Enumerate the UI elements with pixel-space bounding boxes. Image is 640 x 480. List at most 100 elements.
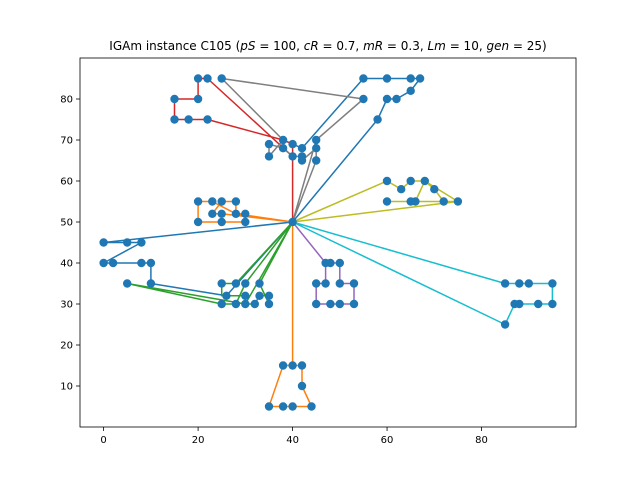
customer-point: [515, 279, 524, 288]
customer-point: [123, 279, 132, 288]
customer-point: [288, 361, 297, 370]
customer-point: [241, 279, 250, 288]
customer-point: [406, 197, 415, 206]
customer-point: [382, 197, 392, 206]
customer-point: [170, 115, 179, 124]
customer-point: [534, 299, 543, 309]
customer-point: [255, 291, 264, 300]
x-tick-label: 80: [475, 435, 488, 446]
customer-point: [241, 299, 250, 309]
customer-point: [297, 361, 307, 370]
title-part-1: pS: [239, 39, 256, 53]
customer-point: [193, 197, 203, 206]
customer-point: [231, 279, 241, 288]
depot-point: [288, 217, 297, 227]
customer-point: [241, 217, 250, 227]
customer-point: [208, 197, 217, 206]
y-tick-label: 30: [60, 300, 73, 311]
customer-point: [250, 299, 259, 309]
customer-point: [231, 209, 241, 218]
customer-point: [373, 115, 382, 124]
customer-point: [548, 299, 557, 309]
title-part-2: = 100,: [256, 39, 304, 53]
customer-point: [193, 94, 203, 104]
customer-point: [137, 238, 146, 247]
customer-point: [349, 279, 359, 288]
customer-point: [146, 279, 156, 288]
customer-point: [500, 279, 510, 288]
title-part-4: = 0.7,: [319, 39, 363, 53]
customer-point: [524, 279, 533, 288]
x-tick-label: 20: [192, 435, 205, 446]
customer-point: [500, 320, 510, 329]
customer-point: [335, 258, 344, 268]
customer-point: [321, 258, 330, 268]
customer-point: [406, 74, 415, 83]
customer-point: [203, 115, 212, 124]
customer-point: [255, 279, 264, 288]
customer-point: [241, 291, 250, 300]
customer-point: [193, 217, 203, 227]
customer-point: [382, 176, 392, 186]
customer-point: [406, 176, 415, 186]
customer-point: [184, 115, 193, 124]
customer-point: [415, 74, 425, 83]
title-part-3: cR: [304, 39, 319, 53]
title-part-5: mR: [363, 39, 383, 53]
customer-point: [288, 152, 297, 161]
y-tick-label: 70: [60, 136, 73, 147]
customer-point: [217, 279, 226, 288]
x-tick-label: 60: [381, 435, 394, 446]
customer-point: [359, 94, 368, 104]
customer-point: [288, 402, 297, 411]
customer-point: [321, 279, 330, 288]
customer-point: [297, 381, 307, 391]
y-tick-label: 60: [60, 177, 73, 188]
customer-point: [392, 94, 401, 104]
customer-point: [430, 185, 439, 194]
customer-point: [397, 185, 406, 194]
customer-point: [217, 197, 226, 206]
customer-point: [264, 139, 274, 149]
plot-area-frame: [79, 57, 577, 428]
customer-point: [217, 217, 226, 227]
customer-point: [231, 197, 241, 206]
customer-point: [312, 156, 321, 165]
customer-point: [278, 144, 288, 153]
customer-point: [312, 144, 321, 153]
customer-point: [349, 299, 359, 309]
y-tick-label: 10: [60, 382, 73, 393]
customer-point: [217, 299, 226, 309]
y-tick-label: 20: [60, 341, 73, 352]
customer-point: [203, 74, 212, 83]
customer-point: [123, 238, 132, 247]
customer-point: [278, 135, 288, 145]
customer-point: [99, 238, 108, 247]
customer-points: [99, 74, 557, 411]
customer-point: [278, 402, 288, 411]
customer-point: [278, 361, 288, 370]
customer-point: [170, 94, 179, 104]
customer-point: [297, 144, 307, 153]
title-part-7: Lm: [428, 39, 446, 53]
customer-point: [382, 94, 392, 104]
chart-title: IGAm instance C105 (pS = 100, cR = 0.7, …: [109, 39, 546, 53]
customer-point: [288, 139, 297, 149]
customer-point: [297, 156, 307, 165]
y-axis: 10 20 30 40 50 60 70 80: [60, 95, 80, 393]
title-part-0: IGAm instance C105 (: [109, 39, 240, 53]
customer-point: [108, 258, 118, 268]
customer-point: [510, 299, 519, 309]
title-part-9: gen: [486, 39, 509, 53]
customer-point: [326, 299, 335, 309]
customer-point: [264, 402, 274, 411]
x-tick-label: 40: [286, 435, 299, 446]
customer-point: [222, 291, 231, 300]
customer-point: [264, 291, 274, 300]
x-axis: 0 20 40 60 80: [100, 427, 488, 446]
customer-point: [231, 299, 241, 309]
customer-point: [439, 197, 448, 206]
customer-point: [193, 74, 203, 83]
customer-point: [99, 258, 108, 268]
